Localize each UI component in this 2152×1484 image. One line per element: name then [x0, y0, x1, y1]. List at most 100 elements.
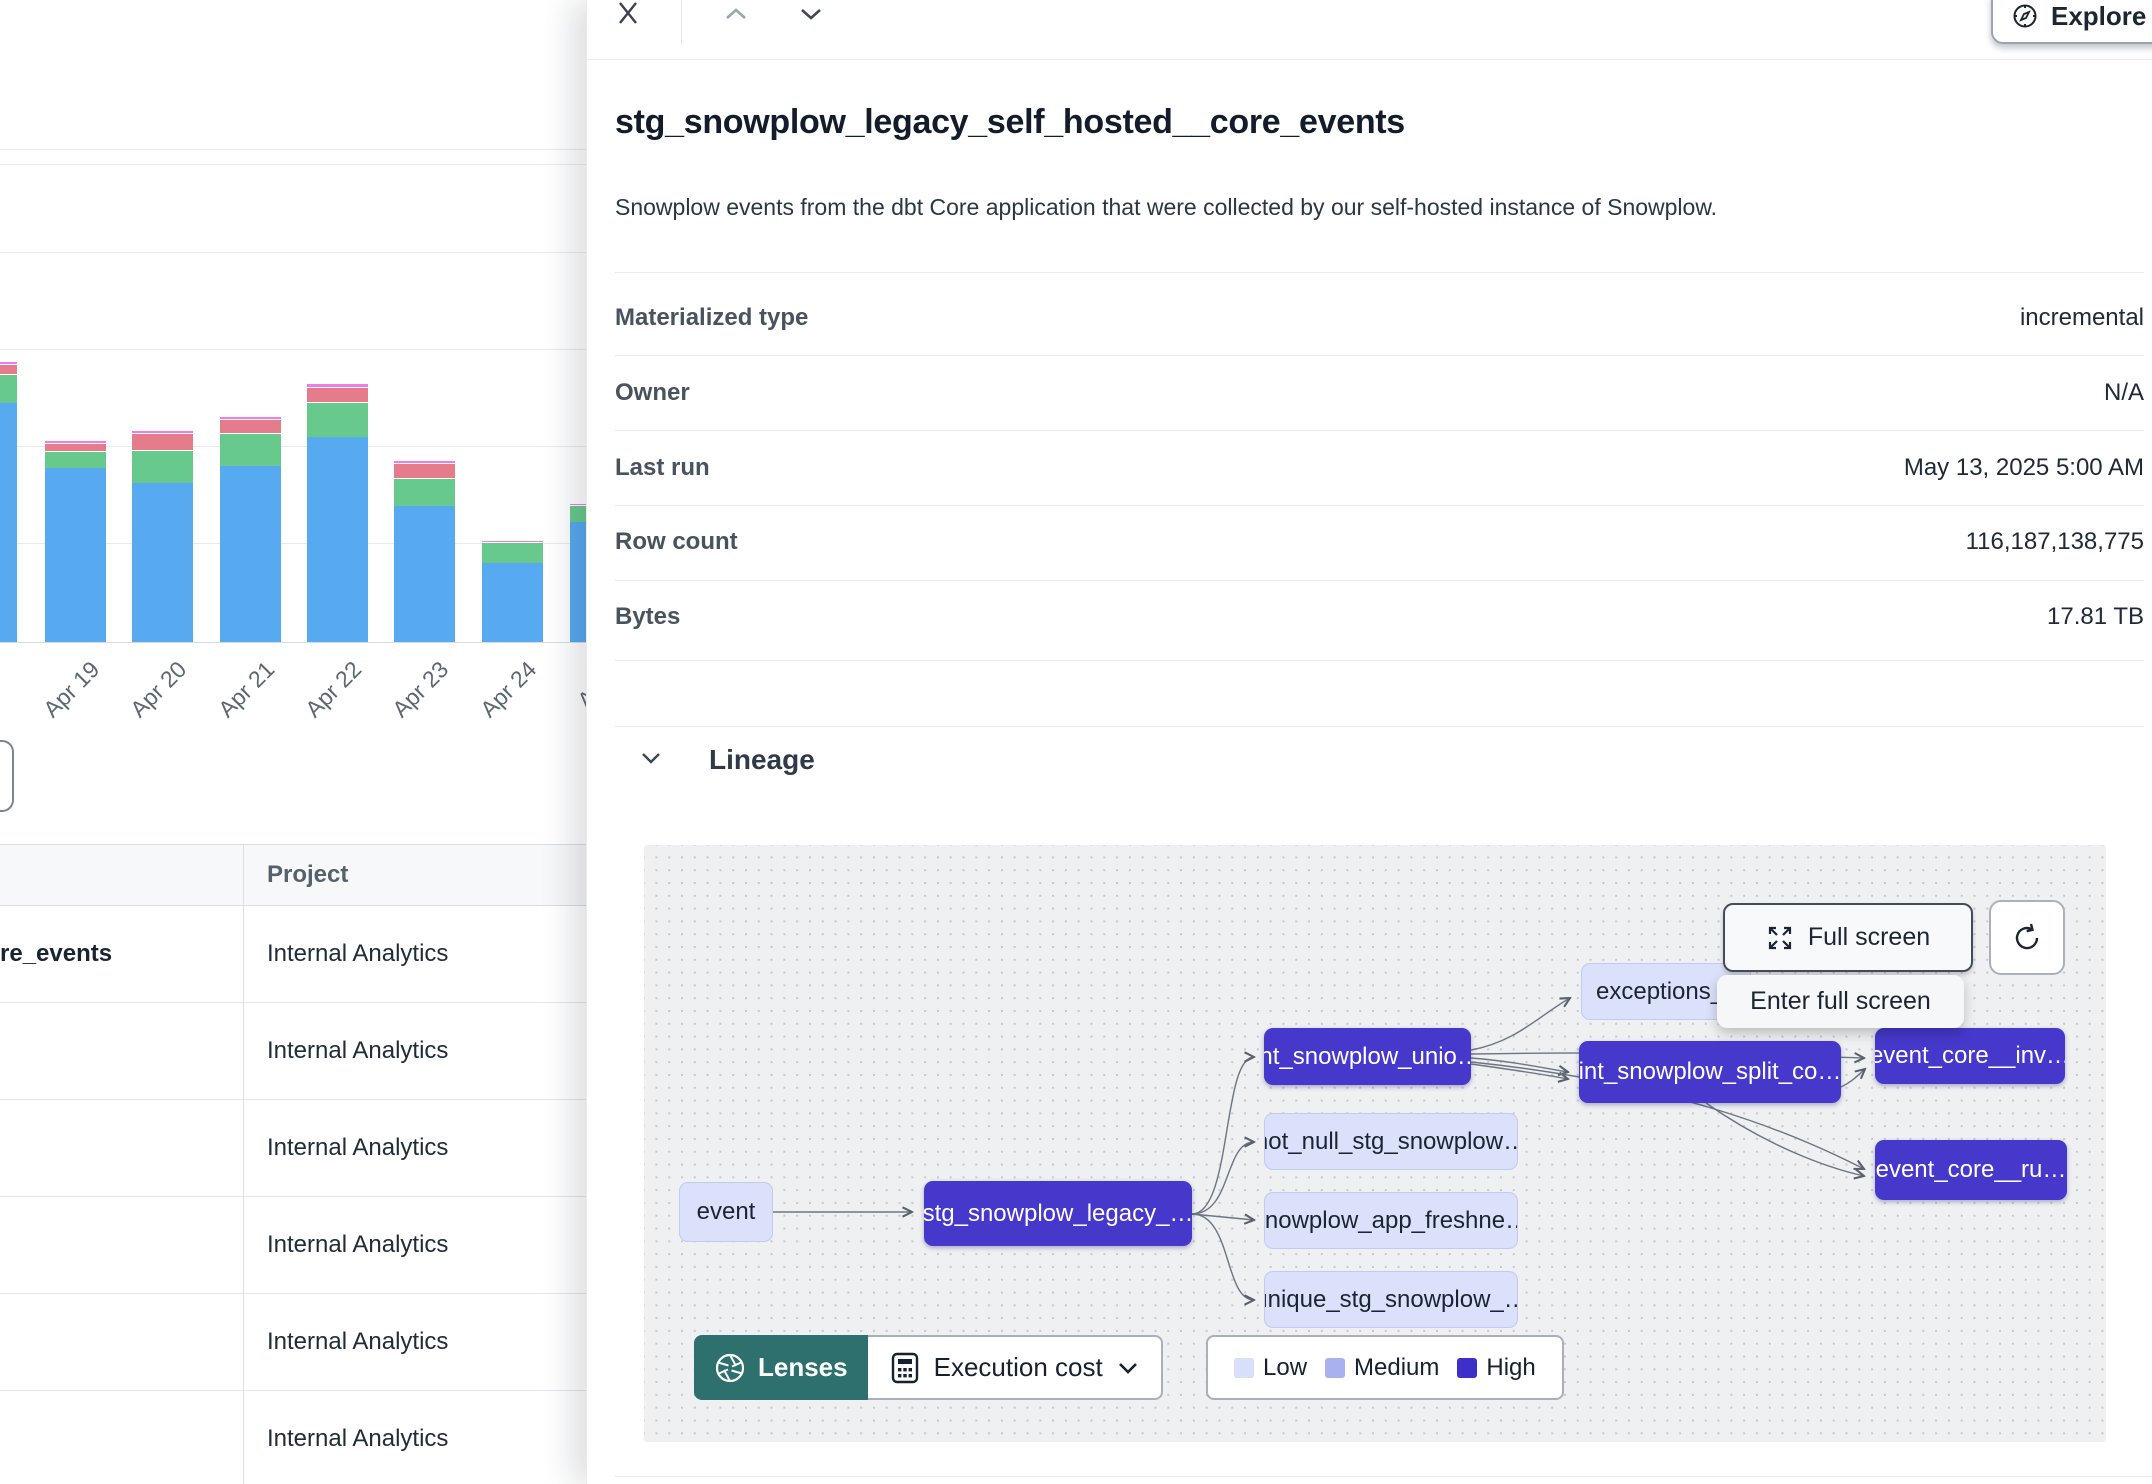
topbar-separator — [681, 0, 682, 44]
table-row[interactable]: Internal Analytics — [0, 1391, 586, 1484]
background-content: Apr 19 Apr 20 Apr 21 Apr 22 Apr 23 Apr 24 Apr … — [0, 0, 586, 1484]
divider — [615, 355, 2144, 356]
detail-label: Row count — [615, 528, 738, 555]
table-row[interactable]: Internal Analytics — [0, 1197, 586, 1294]
divider — [615, 505, 2144, 506]
project-cell: Internal Analytics — [267, 1037, 449, 1064]
x-axis-line — [0, 642, 586, 643]
node-label: int_snowplow_unio… — [1264, 1042, 1471, 1070]
gridline — [0, 349, 586, 350]
table-row[interactable]: Internal Analytics — [0, 1100, 586, 1197]
bar-segment-green — [0, 374, 17, 403]
lineage-node-stg-snowplow-legacy[interactable]: stg_snowplow_legacy_… — [924, 1181, 1192, 1246]
legend-label: Medium — [1354, 1353, 1440, 1381]
divider — [615, 430, 2144, 431]
table-row[interactable]: Internal Analytics — [0, 1294, 586, 1391]
model-description: Snowplow events from the dbt Core applic… — [615, 194, 1718, 220]
node-label: exceptions_2 — [1596, 977, 1738, 1005]
node-label: stg_snowplow_legacy_… — [924, 1199, 1192, 1227]
lineage-node-event-core-inv[interactable]: event_core__inv… — [1875, 1028, 2065, 1084]
close-button[interactable] — [613, 0, 643, 29]
bar-segment-green — [220, 433, 281, 466]
legend-label: High — [1486, 1353, 1536, 1381]
lineage-node-not-null-test[interactable]: not_null_stg_snowplow… — [1264, 1113, 1518, 1170]
refresh-icon — [2015, 923, 2039, 949]
lenses-button-label: Lenses — [758, 1352, 848, 1382]
x-tick-label: Apr 21 — [212, 656, 279, 723]
bar-segment-green — [570, 505, 586, 522]
bar-segment-magenta — [0, 361, 17, 364]
x-tick-label: Apr 19 — [37, 656, 104, 723]
explore-button[interactable]: Explore — [1991, 0, 2152, 44]
gridline — [0, 149, 586, 150]
lineage-node-unique-test[interactable]: unique_stg_snowplow_… — [1264, 1271, 1518, 1328]
bar-segment-green — [307, 402, 368, 437]
detail-label: Materialized type — [615, 304, 809, 331]
gridline — [0, 543, 586, 544]
table-row[interactable]: Internal Analytics — [0, 1003, 586, 1100]
bar-segment-magenta — [45, 440, 106, 443]
detail-value: incremental — [2019, 304, 2144, 331]
bar-segment-magenta — [220, 416, 281, 419]
detail-label: Bytes — [615, 603, 681, 630]
models-table: Project re_events Internal Analytics Int… — [0, 844, 586, 1484]
bar-segment-green — [132, 450, 193, 483]
detail-row-row-count: Row count 116,187,138,775 — [615, 525, 2144, 559]
project-cell: Internal Analytics — [267, 1231, 449, 1258]
lineage-node-int-snowplow-split[interactable]: int_snowplow_split_co… — [1579, 1041, 1841, 1103]
lens-selector-dropdown[interactable]: Execution cost — [867, 1335, 1163, 1400]
legend-item-low: Low — [1234, 1354, 1307, 1382]
model-name-cell[interactable]: re_events — [0, 940, 113, 967]
node-label: snowplow_app_freshne… — [1264, 1206, 1518, 1234]
prev-item-button[interactable] — [723, 4, 749, 24]
legend-label: Low — [1263, 1353, 1308, 1381]
bar-segment-red — [0, 364, 17, 374]
node-label: unique_stg_snowplow_… — [1264, 1285, 1518, 1313]
clipped-button-fragment[interactable] — [0, 740, 14, 812]
node-label: event_core__ru… — [1875, 1156, 2067, 1183]
next-item-button[interactable] — [798, 4, 824, 24]
lineage-node-freshness[interactable]: snowplow_app_freshne… — [1264, 1192, 1518, 1249]
fullscreen-button[interactable]: Full screen — [1723, 903, 1973, 972]
bar-segment-red — [394, 463, 455, 478]
bar-segment-blue — [0, 403, 17, 642]
legend-swatch-high — [1457, 1357, 1478, 1378]
bar-segment-red — [220, 419, 281, 433]
lineage-graph-canvas[interactable]: event stg_snowplow_legacy_… int_snowplow… — [644, 845, 2106, 1442]
legend-item-high: High — [1457, 1353, 1536, 1382]
node-label: event_core__inv… — [1875, 1042, 2065, 1069]
close-icon — [619, 2, 637, 24]
bar-segment-blue — [132, 483, 193, 642]
lenses-button[interactable]: Lenses — [694, 1335, 868, 1400]
detail-row-bytes: Bytes 17.81 TB — [615, 600, 2144, 634]
table-column-divider — [243, 844, 244, 1484]
table-row[interactable]: re_events Internal Analytics — [0, 906, 586, 1003]
model-detail-drawer: Explore stg_snowplow_legacy_self_hosted_… — [586, 0, 2152, 1484]
gridline — [0, 164, 586, 165]
bar-segment-green — [394, 478, 455, 506]
fullscreen-button-label: Full screen — [1807, 923, 1931, 951]
chevron-up-icon — [726, 8, 746, 19]
project-cell: Internal Analytics — [267, 1425, 449, 1452]
detail-label: Owner — [615, 379, 690, 406]
tooltip-text: Enter full screen — [1750, 987, 1931, 1015]
x-tick-label: Apr 24 — [474, 656, 541, 723]
lenses-control: Lenses Execution cost — [694, 1335, 1163, 1400]
bar-segment-red — [307, 387, 368, 402]
detail-value: N/A — [2103, 379, 2144, 406]
refresh-button[interactable] — [1989, 900, 2065, 975]
expand-icon — [1768, 926, 1791, 949]
aperture-icon — [715, 1353, 745, 1382]
compass-icon — [2013, 4, 2037, 28]
column-header-project: Project — [267, 861, 349, 888]
legend-swatch-medium — [1325, 1357, 1346, 1378]
lens-selector-label: Execution cost — [933, 1352, 1103, 1382]
lineage-node-event[interactable]: event — [679, 1182, 773, 1242]
lineage-collapse-toggle[interactable] — [639, 748, 663, 773]
bar-segment-red — [132, 433, 193, 450]
lineage-node-event-core-ru[interactable]: event_core__ru… — [1875, 1140, 2067, 1200]
bar-segment-green — [45, 451, 106, 468]
legend-swatch-low — [1234, 1357, 1254, 1378]
lineage-node-int-snowplow-union[interactable]: int_snowplow_unio… — [1264, 1028, 1471, 1085]
